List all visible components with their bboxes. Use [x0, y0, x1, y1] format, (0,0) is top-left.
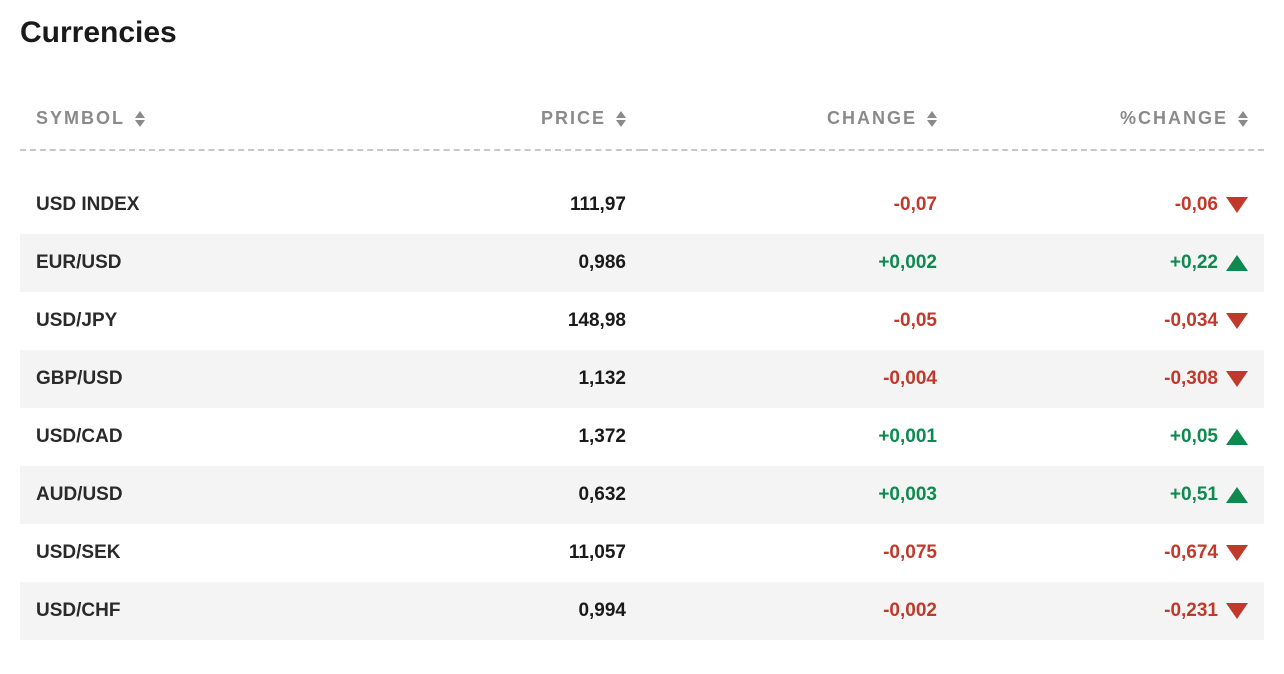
table-row[interactable]: AUD/USD0,632+0,003 +0,51 [20, 466, 1264, 524]
table-row[interactable]: USD/JPY148,98-0,05 -0,034 [20, 292, 1264, 350]
arrow-up-icon [1226, 255, 1248, 271]
column-header-label: %CHANGE [1120, 108, 1228, 129]
pctchange-value: -0,674 [1164, 542, 1218, 564]
cell-change: +0,002 [642, 234, 953, 292]
cell-symbol: GBP/USD [20, 350, 393, 408]
cell-price: 148,98 [393, 292, 642, 350]
cell-change: +0,003 [642, 466, 953, 524]
pctchange-value: +0,05 [1170, 426, 1218, 448]
pctchange-value: +0,51 [1170, 484, 1218, 506]
arrow-down-icon [1226, 313, 1248, 329]
arrow-up-icon [1226, 429, 1248, 445]
column-header-symbol[interactable]: SYMBOL [36, 108, 145, 129]
table-row[interactable]: USD/CAD1,372+0,001 +0,05 [20, 408, 1264, 466]
table-row[interactable]: USD/SEK11,057-0,075 -0,674 [20, 524, 1264, 582]
pctchange-value: +0,22 [1170, 252, 1218, 274]
cell-pctchange: -0,034 [953, 292, 1264, 350]
cell-symbol: USD/SEK [20, 524, 393, 582]
table-row[interactable]: GBP/USD1,132-0,004 -0,308 [20, 350, 1264, 408]
sort-icon [616, 111, 626, 127]
cell-price: 0,632 [393, 466, 642, 524]
cell-pctchange: -0,308 [953, 350, 1264, 408]
cell-change: +0,001 [642, 408, 953, 466]
cell-pctchange: +0,05 [953, 408, 1264, 466]
pctchange-value: -0,308 [1164, 368, 1218, 390]
cell-change: -0,07 [642, 176, 953, 234]
sort-icon [135, 111, 145, 127]
page-title: Currencies [20, 16, 1264, 50]
cell-change: -0,004 [642, 350, 953, 408]
arrow-down-icon [1226, 371, 1248, 387]
column-header-price[interactable]: PRICE [541, 108, 626, 129]
arrow-up-icon [1226, 487, 1248, 503]
cell-symbol: EUR/USD [20, 234, 393, 292]
cell-symbol: USD/CHF [20, 582, 393, 640]
pctchange-value: -0,231 [1164, 600, 1218, 622]
pctchange-value: -0,06 [1175, 194, 1218, 216]
column-header-label: SYMBOL [36, 108, 125, 129]
cell-symbol: USD/JPY [20, 292, 393, 350]
cell-price: 1,372 [393, 408, 642, 466]
cell-change: -0,05 [642, 292, 953, 350]
cell-pctchange: -0,06 [953, 176, 1264, 234]
cell-price: 1,132 [393, 350, 642, 408]
cell-price: 0,986 [393, 234, 642, 292]
sort-icon [1238, 111, 1248, 127]
cell-price: 111,97 [393, 176, 642, 234]
cell-symbol: AUD/USD [20, 466, 393, 524]
currencies-table: SYMBOL PRICE CHANGE [20, 94, 1264, 640]
cell-pctchange: +0,51 [953, 466, 1264, 524]
cell-change: -0,002 [642, 582, 953, 640]
cell-pctchange: -0,674 [953, 524, 1264, 582]
cell-price: 0,994 [393, 582, 642, 640]
cell-symbol: USD INDEX [20, 176, 393, 234]
cell-change: -0,075 [642, 524, 953, 582]
column-header-pctchange[interactable]: %CHANGE [1120, 108, 1248, 129]
arrow-down-icon [1226, 545, 1248, 561]
cell-price: 11,057 [393, 524, 642, 582]
table-row[interactable]: USD INDEX111,97-0,07 -0,06 [20, 176, 1264, 234]
cell-symbol: USD/CAD [20, 408, 393, 466]
cell-pctchange: -0,231 [953, 582, 1264, 640]
pctchange-value: -0,034 [1164, 310, 1218, 332]
cell-pctchange: +0,22 [953, 234, 1264, 292]
table-header-row: SYMBOL PRICE CHANGE [20, 94, 1264, 150]
table-row[interactable]: EUR/USD0,986+0,002 +0,22 [20, 234, 1264, 292]
column-header-change[interactable]: CHANGE [827, 108, 937, 129]
column-header-label: PRICE [541, 108, 606, 129]
arrow-down-icon [1226, 197, 1248, 213]
table-row[interactable]: USD/CHF0,994-0,002 -0,231 [20, 582, 1264, 640]
sort-icon [927, 111, 937, 127]
arrow-down-icon [1226, 603, 1248, 619]
column-header-label: CHANGE [827, 108, 917, 129]
